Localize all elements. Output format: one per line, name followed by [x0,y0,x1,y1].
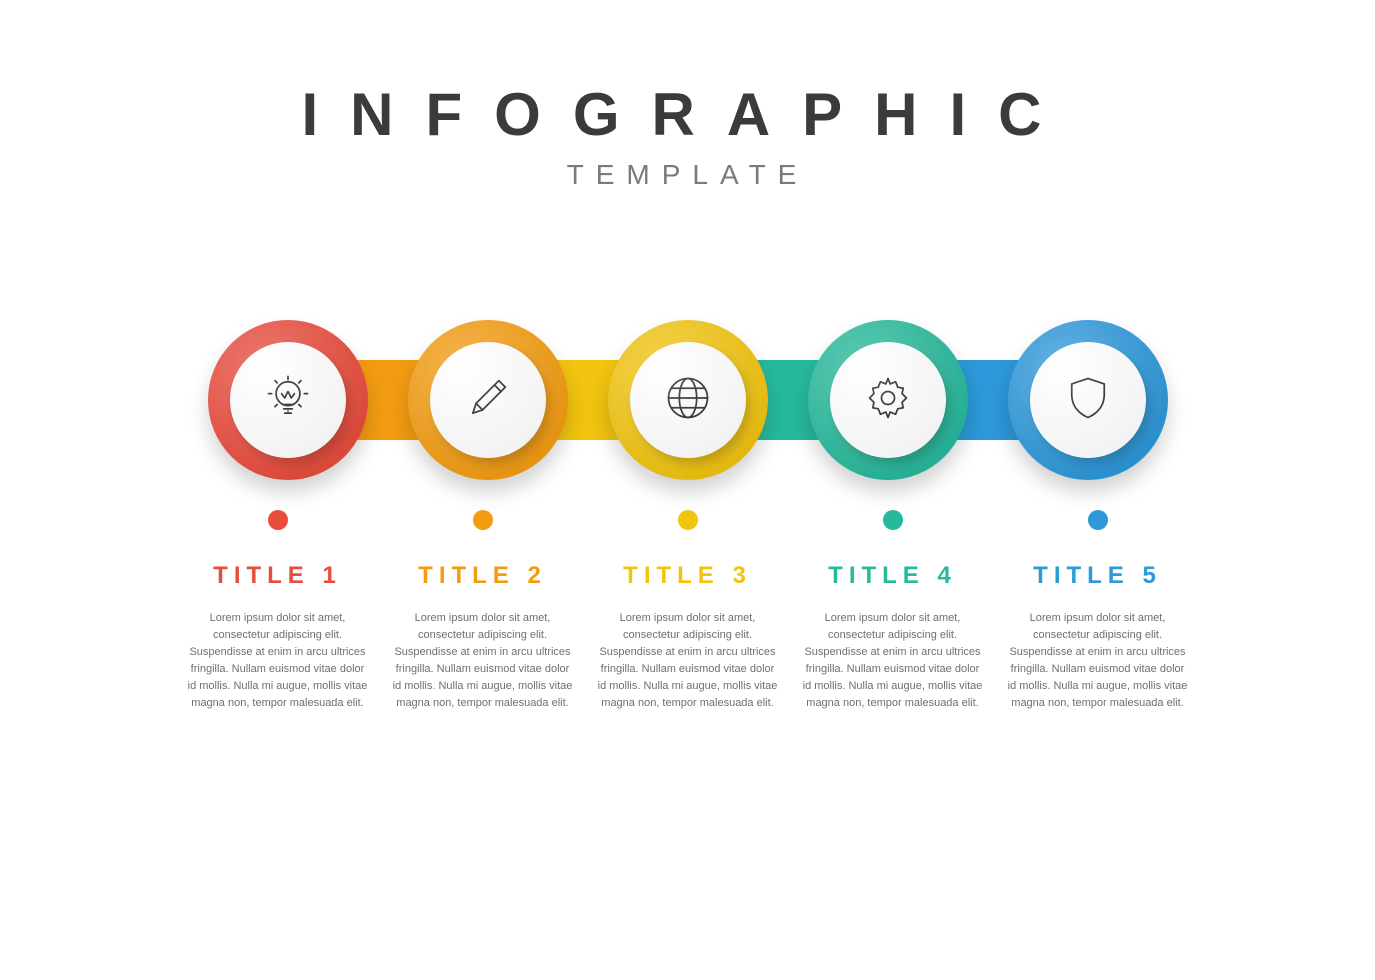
col-title-3: TITLE 3 [598,562,778,590]
bullet-dot-5 [1088,510,1108,530]
detail-col-4: TITLE 4 Lorem ipsum dolor sit amet, cons… [803,510,983,712]
step-inner-3 [630,342,746,458]
page: INFOGRAPHIC TEMPLATE [0,0,1375,980]
bullet-dot-1 [268,510,288,530]
step-chain [208,310,1168,490]
bullet-dot-2 [473,510,493,530]
page-title: INFOGRAPHIC [0,80,1375,149]
details-row: TITLE 1 Lorem ipsum dolor sit amet, cons… [188,510,1188,712]
page-subtitle: TEMPLATE [0,159,1375,191]
step-ring-3 [608,320,768,480]
step-inner-1 [230,342,346,458]
col-body-4: Lorem ipsum dolor sit amet, consectetur … [803,610,983,712]
step-ring-4 [808,320,968,480]
step-inner-4 [830,342,946,458]
col-body-2: Lorem ipsum dolor sit amet, consectetur … [393,610,573,712]
col-title-5: TITLE 5 [1008,562,1188,590]
pencil-icon [462,372,514,429]
step-ring-1 [208,320,368,480]
step-ring-5 [1008,320,1168,480]
col-title-2: TITLE 2 [393,562,573,590]
shield-icon [1062,372,1114,429]
gear-icon [862,372,914,429]
step-ring-2 [408,320,568,480]
detail-col-3: TITLE 3 Lorem ipsum dolor sit amet, cons… [598,510,778,712]
detail-col-1: TITLE 1 Lorem ipsum dolor sit amet, cons… [188,510,368,712]
col-body-1: Lorem ipsum dolor sit amet, consectetur … [188,610,368,712]
globe-icon [662,372,714,429]
lightbulb-icon [262,372,314,429]
col-body-5: Lorem ipsum dolor sit amet, consectetur … [1008,610,1188,712]
detail-col-5: TITLE 5 Lorem ipsum dolor sit amet, cons… [1008,510,1188,712]
step-inner-2 [430,342,546,458]
header: INFOGRAPHIC TEMPLATE [0,0,1375,191]
detail-col-2: TITLE 2 Lorem ipsum dolor sit amet, cons… [393,510,573,712]
bullet-dot-3 [678,510,698,530]
col-title-4: TITLE 4 [803,562,983,590]
col-body-3: Lorem ipsum dolor sit amet, consectetur … [598,610,778,712]
step-inner-5 [1030,342,1146,458]
bullet-dot-4 [883,510,903,530]
col-title-1: TITLE 1 [188,562,368,590]
